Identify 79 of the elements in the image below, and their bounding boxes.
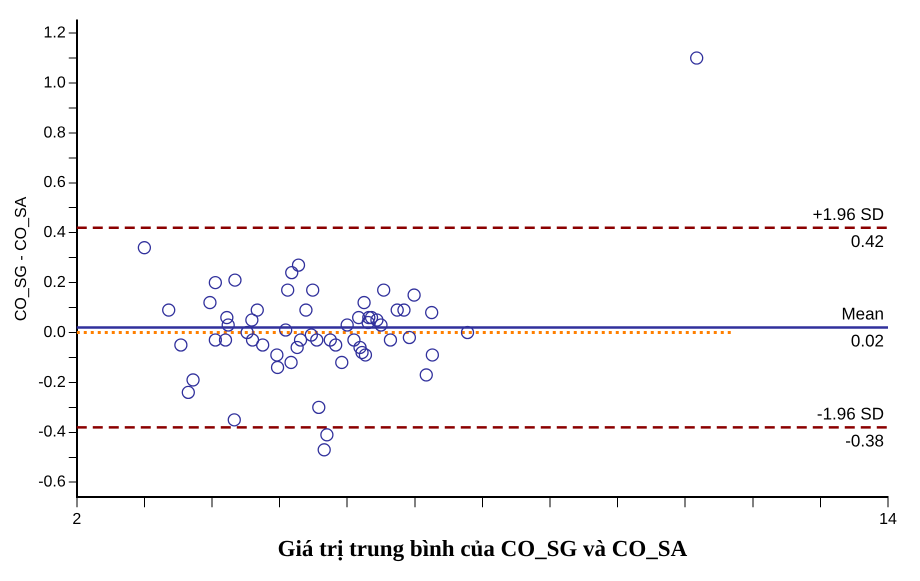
point	[397, 303, 411, 317]
point	[407, 288, 421, 302]
point	[335, 356, 348, 370]
point	[357, 296, 371, 310]
point	[362, 310, 376, 324]
point	[364, 310, 378, 324]
y-tick-label: 0.6	[44, 174, 66, 192]
point	[352, 310, 366, 324]
point	[279, 323, 292, 337]
point	[347, 333, 361, 347]
ref-line-label: +1.96 SD	[812, 204, 884, 224]
point	[384, 333, 398, 347]
y-axis-title: CO_SG - CO_SA	[13, 196, 30, 322]
point	[304, 328, 318, 342]
point	[250, 303, 264, 317]
point	[426, 348, 440, 362]
point	[138, 241, 152, 254]
point	[162, 303, 176, 317]
point	[208, 333, 222, 347]
point	[318, 443, 331, 456]
x-tick-label: 14	[879, 511, 897, 528]
ref-line-label: -1.96 SD	[816, 404, 884, 424]
annotation: -0.38	[845, 432, 884, 451]
y-tick-label: 0.4	[44, 224, 66, 242]
point	[402, 330, 416, 344]
y-tick-label: 0.8	[44, 124, 66, 142]
point	[358, 348, 372, 362]
point	[377, 283, 390, 297]
point	[270, 360, 284, 374]
point	[281, 283, 294, 297]
point	[690, 51, 704, 65]
y-tick-label: -0.2	[38, 374, 66, 391]
point	[290, 340, 304, 354]
point	[329, 338, 342, 352]
point	[312, 400, 326, 414]
y-tick-label: -0.4	[38, 424, 66, 441]
x-axis-title: Giá trị trung bình của CO_SG và CO_SA	[278, 536, 688, 562]
point	[370, 313, 384, 327]
y-tick-label: 1.2	[44, 24, 66, 42]
point	[374, 318, 388, 332]
point	[256, 338, 270, 352]
point	[390, 303, 404, 317]
y-tick-label: -0.6	[38, 474, 66, 491]
point	[222, 318, 235, 332]
point	[245, 313, 259, 327]
point	[240, 326, 254, 340]
point	[220, 310, 234, 324]
y-tick-label: 0.0	[44, 324, 66, 341]
point	[460, 326, 474, 340]
point	[355, 346, 369, 360]
point	[174, 338, 188, 352]
x-tick-label: 2	[72, 511, 82, 528]
ref-line-label: Mean	[841, 304, 884, 324]
point	[270, 348, 284, 362]
point	[203, 296, 217, 310]
point	[208, 276, 222, 290]
point	[292, 258, 306, 272]
point	[310, 333, 324, 347]
point	[228, 273, 242, 287]
point	[228, 413, 241, 426]
y-tick-label: 1.0	[44, 74, 66, 92]
point	[246, 333, 260, 347]
point	[186, 373, 200, 387]
point	[182, 386, 195, 400]
point	[299, 303, 313, 317]
point	[420, 368, 433, 382]
point	[340, 318, 354, 332]
point	[285, 266, 298, 280]
point	[425, 306, 438, 320]
point	[353, 340, 367, 354]
point	[284, 356, 298, 370]
point	[218, 333, 232, 347]
annotation: 0.02	[850, 332, 884, 351]
point	[294, 333, 308, 347]
point	[320, 428, 334, 442]
point	[306, 283, 320, 297]
point	[324, 333, 337, 347]
y-tick-label: 0.2	[44, 274, 66, 292]
annotation: 0.42	[850, 232, 884, 251]
